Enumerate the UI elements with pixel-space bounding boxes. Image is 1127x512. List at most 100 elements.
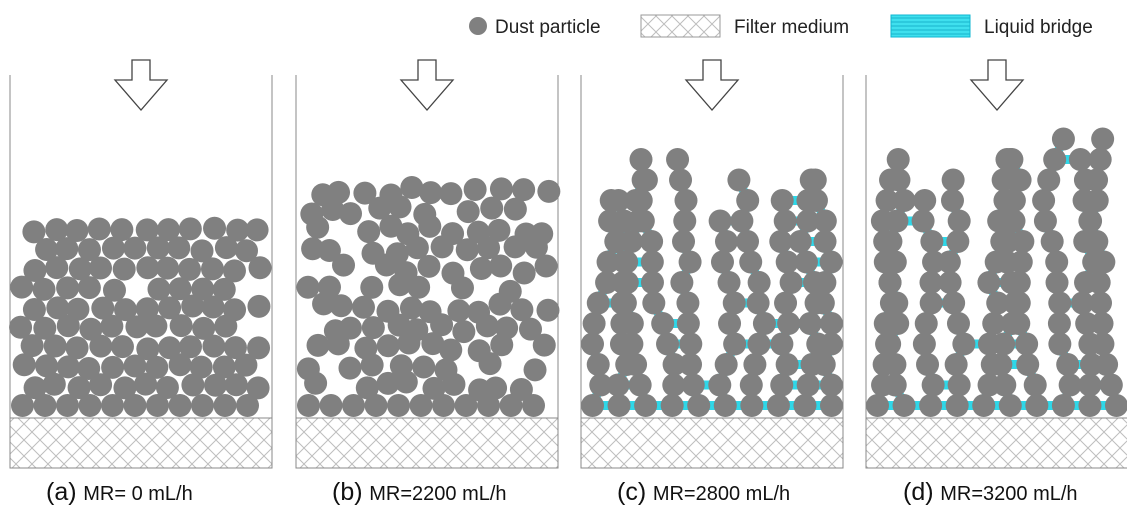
dust-particle — [434, 358, 458, 382]
dust-particle — [631, 209, 655, 233]
dust-particle — [178, 335, 202, 359]
dust-particle — [67, 376, 91, 400]
dust-particle — [586, 353, 610, 376]
dust-particle — [1051, 394, 1075, 417]
dust-particle — [747, 271, 771, 294]
dust-particle — [68, 257, 92, 281]
dust-particle — [147, 277, 171, 301]
dust-particle — [223, 298, 247, 322]
dust-particle — [489, 177, 513, 201]
dust-particle — [35, 354, 59, 378]
dust-particle — [727, 168, 751, 192]
dust-particle — [77, 238, 101, 262]
dust-particle — [634, 394, 658, 417]
panel-c-flow-arrow-icon — [684, 59, 740, 111]
dust-particle — [213, 394, 237, 417]
dust-particle — [875, 189, 899, 212]
dust-particle — [155, 375, 179, 399]
dust-particle — [77, 356, 101, 380]
dust-particle — [813, 209, 837, 233]
dust-particle — [503, 197, 527, 221]
dust-particle — [634, 168, 658, 192]
legend-bridge-label: Liquid bridge — [984, 17, 1093, 38]
dust-particle — [452, 320, 476, 344]
dust-particle — [135, 218, 159, 242]
dust-particle — [803, 168, 827, 192]
dust-particle — [168, 353, 192, 377]
caption-c-prefix: (c) — [617, 478, 647, 506]
dust-particle — [1002, 209, 1026, 233]
dust-particle — [746, 291, 770, 315]
dust-particle — [223, 336, 247, 360]
dust-particle — [938, 271, 962, 294]
dust-particle — [510, 298, 534, 322]
dust-particle — [1068, 148, 1092, 171]
dust-particle — [466, 220, 490, 244]
dust-particle — [439, 182, 463, 206]
dust-particle — [883, 373, 907, 397]
dust-particle — [234, 353, 258, 377]
dust-particle — [247, 336, 271, 360]
caption-d-prefix: (d) — [903, 478, 934, 506]
dust-particle — [191, 277, 215, 301]
dust-particle — [203, 216, 227, 240]
dust-particle — [296, 275, 320, 299]
dust-particle — [421, 332, 445, 356]
panel-c — [580, 59, 844, 469]
dust-particle — [489, 254, 513, 278]
dust-particle — [360, 275, 384, 299]
dust-particle — [136, 256, 160, 280]
dust-particle — [234, 239, 258, 263]
dust-particle — [885, 209, 909, 233]
dust-particle — [11, 394, 34, 417]
dust-particle — [940, 189, 964, 212]
dust-particle — [110, 335, 134, 359]
dust-particle — [156, 218, 180, 242]
dust-particle — [669, 168, 693, 192]
legend-dust-swatch — [469, 17, 487, 35]
dust-particle — [77, 276, 101, 300]
dust-particle — [20, 334, 44, 358]
dust-particle — [65, 219, 89, 243]
dust-particle — [113, 376, 137, 400]
dust-particle — [353, 181, 377, 205]
dust-particle — [914, 312, 938, 335]
dust-particle — [509, 378, 533, 402]
dust-particle — [606, 373, 630, 397]
dust-particle — [813, 271, 837, 294]
dust-particle — [168, 394, 192, 417]
dust-particle — [222, 259, 246, 283]
dust-particle — [301, 237, 325, 261]
dust-particle — [396, 222, 420, 246]
dust-particle — [422, 376, 446, 400]
dust-particle — [200, 257, 224, 281]
dust-particle — [66, 297, 90, 321]
dust-particle — [45, 218, 69, 242]
dust-particle — [355, 376, 379, 400]
dust-particle — [158, 296, 182, 320]
dust-particle — [628, 373, 652, 397]
dust-particle — [947, 209, 971, 233]
dust-particle — [495, 316, 519, 340]
dust-particle — [33, 394, 57, 417]
dust-particle — [1090, 312, 1114, 335]
dust-particle — [144, 314, 168, 338]
dust-particle — [717, 271, 741, 294]
dust-particle — [736, 230, 760, 253]
dust-particle — [1003, 291, 1027, 315]
dust-particle — [400, 176, 424, 200]
dust-particle — [913, 189, 937, 212]
dust-particle — [624, 353, 648, 376]
dust-particle — [1015, 332, 1039, 356]
dust-particle — [676, 291, 700, 315]
dust-particle — [22, 220, 46, 244]
dust-particle — [946, 230, 970, 253]
dust-particle — [1023, 373, 1047, 397]
dust-particle — [338, 316, 362, 340]
dust-particle — [788, 230, 812, 253]
dust-particle — [361, 241, 385, 265]
dust-particle — [1000, 148, 1024, 171]
dust-particle — [412, 355, 436, 379]
dust-particle — [739, 250, 763, 274]
dust-particle — [775, 250, 799, 274]
